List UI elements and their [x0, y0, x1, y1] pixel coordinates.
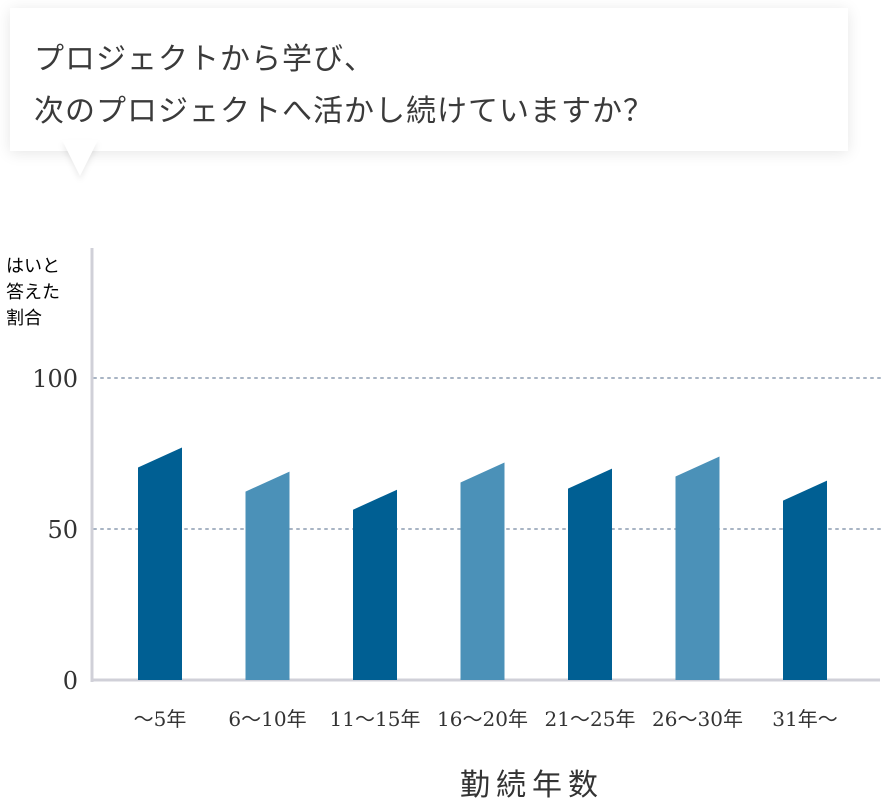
x-tick-label: 6〜10年 [228, 707, 306, 731]
x-tick-label: 31年〜 [772, 707, 837, 731]
bar [245, 471, 290, 680]
y-axis-label-line: 答えた [6, 282, 60, 303]
question-line-2: 次のプロジェクトへ活かし続けていますか？ [34, 94, 654, 129]
x-axis-label: 勤続年数 [460, 768, 604, 803]
question-text: プロジェクトから学び、 次のプロジェクトへ活かし続けていますか？ [34, 34, 838, 138]
bar [675, 456, 720, 680]
y-axis-label-line: はいと [6, 256, 60, 277]
x-tick-label: 〜5年 [134, 707, 187, 731]
y-tick-labels: 0 50 100 [32, 365, 78, 695]
bar [568, 468, 612, 680]
question-line-1: プロジェクトから学び、 [34, 42, 375, 77]
bar [138, 447, 182, 680]
x-tick-labels: 〜5年 6〜10年 11〜15年 16〜20年 21〜25年 26〜30年 31年〜 [134, 707, 838, 731]
bubble-tail [62, 140, 98, 176]
question-bubble: プロジェクトから学び、 次のプロジェクトへ活かし続けていますか？ [10, 8, 848, 151]
bar [783, 480, 827, 680]
x-tick-label: 26〜30年 [652, 707, 743, 731]
bar [460, 462, 505, 680]
y-tick-label: 0 [63, 667, 78, 695]
bars [138, 447, 827, 680]
x-tick-label: 11〜15年 [330, 707, 421, 731]
x-tick-label: 16〜20年 [437, 707, 528, 731]
y-tick-label: 50 [47, 516, 78, 544]
bar [353, 489, 397, 680]
y-axis-label-line: 割合 [6, 308, 42, 329]
x-tick-label: 21〜25年 [545, 707, 636, 731]
y-axis-label: はいと答えた割合 [6, 256, 60, 329]
y-tick-label: 100 [32, 365, 78, 393]
